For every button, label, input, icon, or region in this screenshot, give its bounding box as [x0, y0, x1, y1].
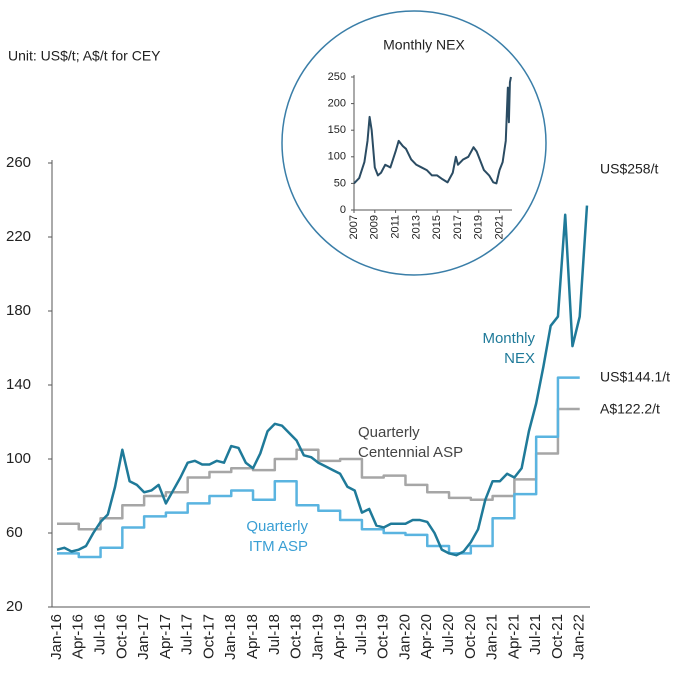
x-tick-label: Oct-16 [113, 614, 130, 659]
x-tick-label: Jul-21 [527, 614, 544, 655]
inset-y-tick-label: 100 [328, 151, 346, 163]
inset-circle [281, 10, 547, 276]
annotation: A$122.2/t [600, 401, 660, 417]
series-label: ITM ASP [249, 538, 308, 555]
x-tick-label: Jul-19 [353, 614, 370, 655]
series-label: Quarterly [358, 424, 420, 441]
x-tick-label: Oct-20 [462, 614, 479, 659]
inset-y-tick-label: 50 [334, 177, 346, 189]
series-line [57, 376, 580, 559]
annotation: US$258/t [600, 161, 658, 177]
y-tick-label: 60 [6, 524, 23, 541]
x-tick-label: Apr-19 [331, 614, 348, 659]
series-label: Monthly [482, 330, 535, 347]
inset-y-tick-label: 200 [328, 98, 346, 110]
x-tick-label: Oct-19 [375, 614, 392, 659]
x-tick-label: Jan-20 [396, 614, 413, 660]
x-tick-label: Jul-16 [92, 614, 109, 655]
x-tick-label: Apr-17 [157, 614, 174, 659]
y-tick-label: 20 [6, 598, 23, 615]
inset-x-tick-label: 2015 [431, 215, 443, 239]
y-tick-label: 220 [6, 228, 31, 245]
series-label: Quarterly [246, 518, 308, 535]
inset-y-tick-label: 0 [340, 204, 346, 216]
y-tick-label: 180 [6, 302, 31, 319]
inset-y-tick-label: 250 [328, 71, 346, 83]
series-label: NEX [504, 350, 535, 367]
series-line [353, 76, 512, 185]
y-tick-label: 260 [6, 154, 31, 171]
inset-x-tick-label: 2009 [369, 215, 381, 239]
inset-x-tick-label: 2021 [493, 215, 505, 239]
x-tick-label: Jul-17 [179, 614, 196, 655]
x-tick-label: Jan-18 [222, 614, 239, 660]
x-tick-label: Apr-20 [418, 614, 435, 659]
inset-y-tick-label: 150 [328, 124, 346, 136]
x-tick-label: Apr-18 [244, 614, 261, 659]
inset-x-tick-label: 2013 [410, 215, 422, 239]
series-line [57, 407, 580, 531]
series-label: Centennial ASP [358, 444, 463, 461]
annotation: US$144.1/t [600, 369, 670, 385]
inset-x-tick-label: 2007 [348, 215, 360, 239]
inset-x-tick-label: 2011 [389, 215, 401, 239]
x-tick-label: Jan-22 [571, 614, 588, 660]
unit-label: Unit: US$/t; A$/t for CEY [8, 48, 161, 64]
x-tick-label: Jan-19 [309, 614, 326, 660]
x-tick-label: Jul-18 [266, 614, 283, 655]
x-tick-label: Oct-17 [200, 614, 217, 659]
x-tick-label: Oct-18 [288, 614, 305, 659]
x-tick-label: Jul-20 [440, 614, 457, 655]
inset-x-tick-label: 2019 [473, 215, 485, 239]
series-line [56, 205, 589, 557]
x-tick-label: Apr-16 [70, 614, 87, 659]
inset-title: Monthly NEX [383, 37, 465, 53]
x-tick-label: Jan-16 [48, 614, 65, 660]
inset-x-tick-label: 2017 [452, 215, 464, 239]
x-tick-label: Oct-21 [549, 614, 566, 659]
x-tick-label: Jan-17 [135, 614, 152, 660]
inset-plot: Monthly NEX 0 50 100 150 200 250 2007 2009 2011 20… [328, 37, 512, 239]
x-tick-label: Apr-21 [505, 614, 522, 659]
y-tick-label: 140 [6, 376, 31, 393]
x-tick-label: Jan-21 [484, 614, 501, 660]
y-tick-label: 100 [6, 450, 31, 467]
